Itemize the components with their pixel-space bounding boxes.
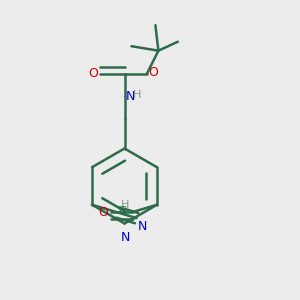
Text: N: N [121, 231, 130, 244]
Text: O: O [148, 65, 158, 79]
Text: H: H [133, 90, 141, 100]
Text: O: O [99, 206, 109, 219]
Text: H: H [121, 200, 130, 210]
Text: C: C [118, 206, 126, 216]
Text: O: O [88, 67, 98, 80]
Text: N: N [126, 89, 135, 103]
Text: N: N [138, 220, 147, 232]
